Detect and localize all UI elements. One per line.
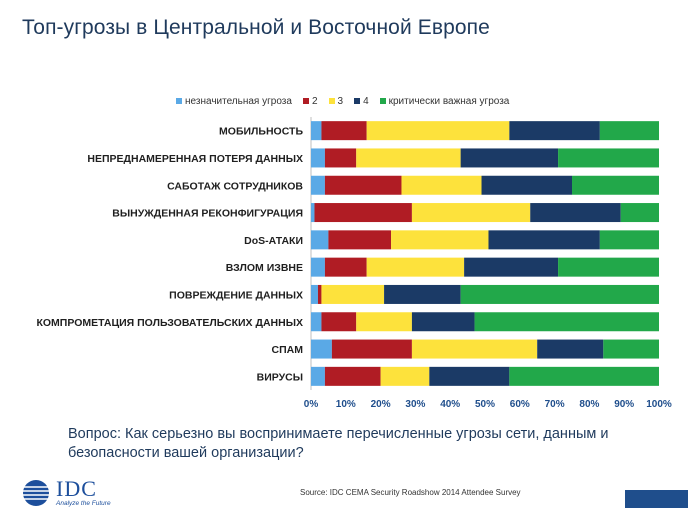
x-tick-label: 10% [336, 399, 356, 410]
bar-segment [537, 339, 604, 359]
x-tick-label: 90% [614, 399, 634, 410]
bar-segment [481, 175, 572, 195]
chart-legend: незначительная угроза 2 3 4 критически важна… [176, 93, 520, 109]
bar-segment [311, 312, 322, 332]
x-tick-label: 50% [475, 399, 495, 410]
bar-segment [324, 366, 381, 386]
bar-segment [324, 175, 402, 195]
page-title: Топ-угрозы в Центральной и Восточной Евр… [22, 16, 490, 39]
category-label: ПОВРЕЖДЕНИЕ ДАННЫХ [169, 289, 303, 301]
legend-label: 3 [337, 95, 344, 107]
legend-item: критически важная угроза [379, 95, 510, 107]
bar-segment [464, 257, 559, 277]
bar-segment [321, 312, 357, 332]
bar-segment [311, 203, 315, 223]
bar-segment [391, 230, 489, 250]
decorative-corner-bar [625, 490, 688, 508]
legend-label: 2 [311, 95, 318, 107]
bar-segment [311, 366, 325, 386]
category-label: МОБИЛЬНОСТЬ [219, 126, 303, 138]
bar-segment [314, 203, 412, 223]
legend-label: незначительная угроза [185, 95, 292, 107]
bar-segment [411, 312, 475, 332]
category-label: ВЫНУЖДЕННАЯ РЕКОНФИГУРАЦИЯ [112, 208, 303, 220]
logo-text: IDC [56, 476, 97, 501]
bar-segment [324, 148, 357, 168]
legend-item: незначительная угроза [176, 96, 292, 107]
bar-segment [530, 203, 621, 223]
source-note: Source: IDC CEMA Security Roadshow 2014 … [300, 488, 521, 497]
bar-segment [509, 121, 600, 141]
bar-segment [311, 175, 325, 195]
legend-item: 3 [328, 95, 344, 107]
bar-segment [356, 148, 461, 168]
legend-item: 2 [302, 95, 318, 107]
legend-swatch [176, 98, 182, 104]
logo-tagline: Analyze the Future [56, 500, 111, 507]
x-tick-label: 30% [405, 399, 425, 410]
bar-segment [366, 121, 510, 141]
bar-segment [411, 339, 538, 359]
category-label: ВЗЛОМ ИЗВНЕ [226, 262, 303, 274]
category-label: ВИРУСЫ [257, 371, 303, 383]
bar-segment [311, 148, 325, 168]
category-label: DoS-АТАКИ [244, 235, 303, 247]
category-label: САБОТАЖ СОТРУДНИКОВ [167, 180, 303, 192]
bar-segment [460, 148, 559, 168]
bar-segment [384, 284, 461, 304]
bar-segment [599, 230, 659, 250]
bar-segment [366, 257, 465, 277]
legend-item: 4 [354, 96, 369, 107]
bar-segment [321, 121, 367, 141]
x-tick-label: 40% [440, 399, 460, 410]
x-tick-label: 100% [646, 399, 672, 410]
idc-logo: IDC Analyze the Future [20, 476, 130, 510]
bar-segment [401, 175, 482, 195]
x-tick-label: 0% [304, 399, 319, 410]
category-label: НЕПРЕДНАМЕРЕННАЯ ПОТЕРЯ ДАННЫХ [87, 153, 303, 165]
bar-segment [429, 366, 510, 386]
x-tick-label: 70% [545, 399, 565, 410]
x-tick-label: 60% [510, 399, 530, 410]
bar-segment [460, 284, 659, 304]
legend-swatch [379, 98, 386, 104]
bar-segment [474, 312, 659, 332]
legend-swatch [354, 98, 361, 104]
bar-segment [331, 339, 412, 359]
legend-label: критически важная угроза [388, 95, 510, 107]
bar-segment [558, 257, 659, 277]
bar-segment [324, 257, 367, 277]
bar-segment [317, 284, 322, 304]
category-label: КОМПРОМЕТАЦИЯ ПОЛЬЗОВАТЕЛЬСКИХ ДАННЫХ [36, 317, 303, 329]
bar-segment [311, 230, 329, 250]
bar-segment [509, 366, 659, 386]
category-label: СПАМ [272, 344, 304, 356]
bar-segment [558, 148, 659, 168]
survey-question: Вопрос: Как серьезно вы воспринимаете пе… [68, 426, 609, 461]
bar-segment [603, 339, 659, 359]
x-tick-label: 80% [579, 399, 599, 410]
legend-label: 4 [363, 95, 369, 107]
legend-swatch [328, 98, 335, 104]
bar-segment [488, 230, 600, 250]
bar-segment [311, 284, 318, 304]
bar-segment [411, 203, 531, 223]
bar-segment [599, 121, 659, 141]
bar-segment [380, 366, 430, 386]
x-tick-label: 20% [371, 399, 391, 410]
bar-segment [311, 339, 332, 359]
bar-segment [321, 284, 385, 304]
bar-segment [572, 175, 659, 195]
globe-icon [23, 480, 49, 506]
legend-swatch [302, 98, 309, 104]
bar-segment [356, 312, 412, 332]
bar-segment [311, 257, 325, 277]
stacked-bar-chart: МОБИЛЬНОСТЬ НЕПРЕДНАМЕРЕННАЯ ПОТЕРЯ ДАННЫ… [36, 117, 672, 410]
bar-segment [311, 121, 322, 141]
bar-segment [620, 203, 659, 223]
bar-segment [328, 230, 392, 250]
